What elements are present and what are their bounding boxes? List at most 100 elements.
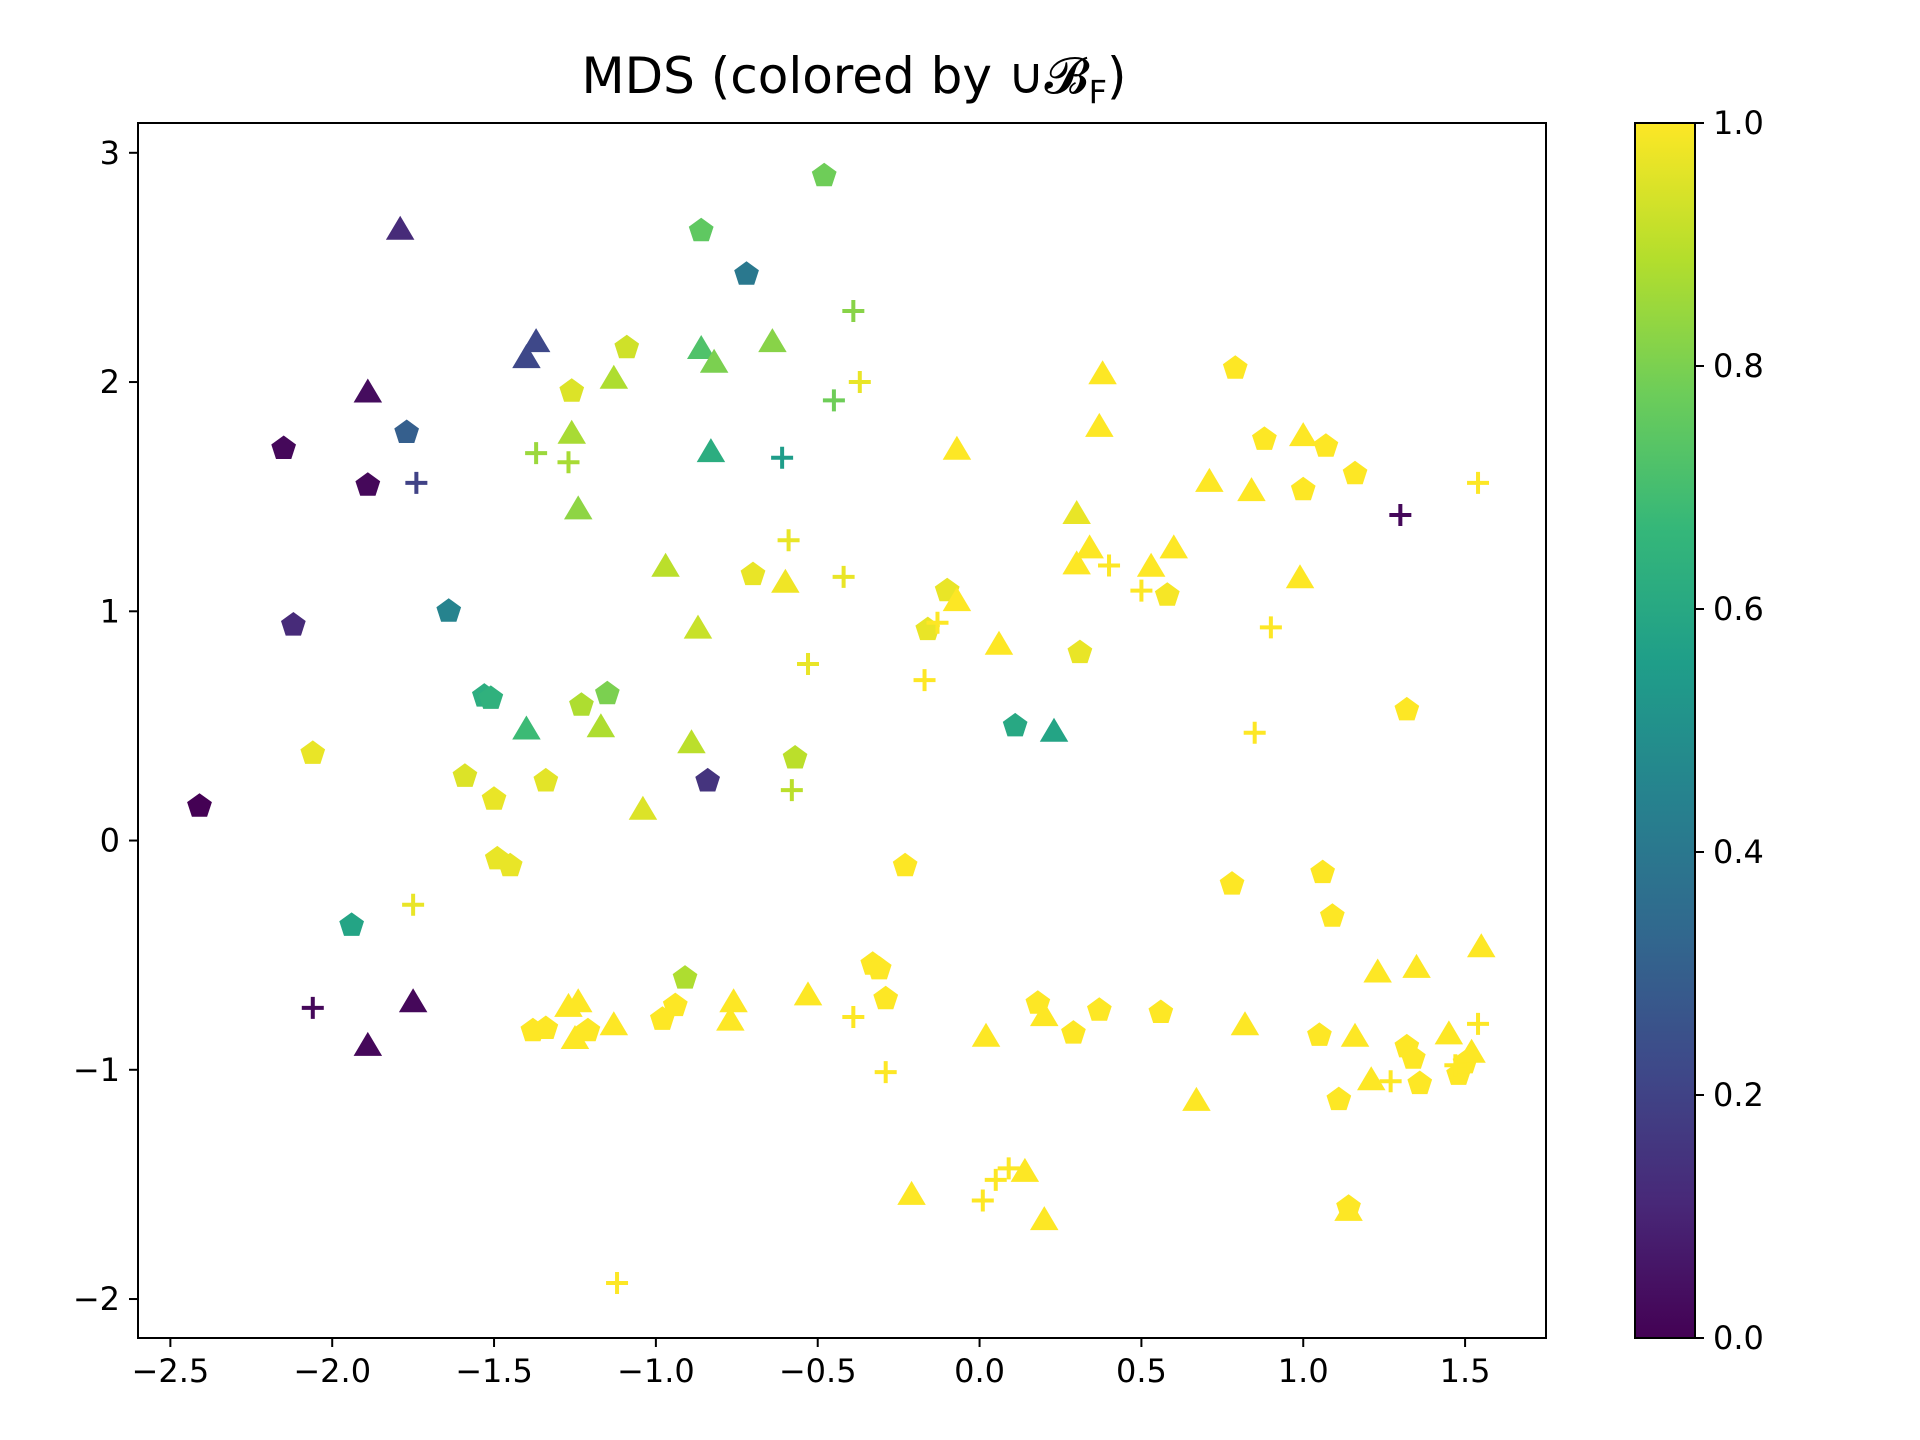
x-tick-label: −2.0 xyxy=(293,1352,371,1390)
plus-marker xyxy=(1467,471,1490,494)
pentagon-marker xyxy=(672,965,698,989)
triangle-marker xyxy=(560,1025,590,1049)
pentagon-marker xyxy=(569,692,594,716)
pentagon-marker xyxy=(1002,712,1028,737)
plus-marker xyxy=(822,389,845,412)
chart-title-subscript: F xyxy=(1089,73,1107,111)
pentagon-marker xyxy=(1307,1022,1332,1046)
pentagon-marker xyxy=(452,763,478,787)
pentagon-marker xyxy=(533,767,559,792)
plus-marker xyxy=(1389,504,1412,527)
pentagon-marker xyxy=(688,217,714,242)
triangle-marker xyxy=(651,552,680,577)
points-layer xyxy=(187,162,1496,1294)
triangle-marker xyxy=(942,435,972,460)
triangle-marker xyxy=(353,1031,383,1056)
plot-frame xyxy=(137,122,1547,1339)
pentagon-marker xyxy=(436,598,462,622)
plus-marker xyxy=(848,371,871,394)
pentagon-marker xyxy=(650,1006,675,1030)
triangle-marker xyxy=(385,215,415,240)
pentagon-marker xyxy=(1252,426,1277,450)
chart-title: MDS (colored by ∪𝓑F) xyxy=(581,47,1126,111)
pentagon-marker xyxy=(559,378,585,402)
triangle-marker xyxy=(793,981,823,1006)
plus-marker xyxy=(1259,616,1282,639)
triangle-marker xyxy=(719,988,748,1013)
y-tick-label: 3 xyxy=(100,134,120,172)
triangle-marker xyxy=(599,1011,629,1036)
pentagon-marker xyxy=(1087,997,1112,1021)
plus-marker xyxy=(405,471,428,494)
pentagon-marker xyxy=(892,852,918,877)
triangle-marker xyxy=(716,1006,745,1031)
colorbar: 0.0 0.2 0.4 0.6 0.8 1.0 xyxy=(1634,104,1764,1357)
pentagon-marker xyxy=(1222,355,1248,379)
colorbar-frame xyxy=(1634,122,1696,1339)
plus-marker xyxy=(913,669,936,692)
pentagon-marker xyxy=(782,745,808,769)
pentagon-marker xyxy=(1219,871,1245,895)
triangle-marker xyxy=(683,614,713,639)
y-axis: −2 −1 0 1 2 3 xyxy=(73,134,138,1318)
triangle-marker xyxy=(984,630,1014,655)
pentagon-marker xyxy=(614,334,640,359)
triangle-marker xyxy=(512,344,541,369)
plus-marker xyxy=(525,442,548,465)
pentagon-marker xyxy=(520,1017,546,1042)
pentagon-marker xyxy=(481,786,507,810)
plus-marker xyxy=(1444,1054,1467,1077)
triangle-marker xyxy=(512,715,541,740)
plus-marker xyxy=(780,779,803,802)
colorbar-tick-label: 0.8 xyxy=(1713,347,1764,385)
colorbar-tick-label: 0.4 xyxy=(1713,833,1764,871)
pentagon-marker xyxy=(1154,582,1180,606)
colorbar-tick-label: 1.0 xyxy=(1713,104,1764,142)
x-tick-label: 0.5 xyxy=(1116,1352,1167,1390)
triangle-marker xyxy=(1182,1086,1211,1111)
triangle-marker xyxy=(942,587,972,612)
plus-marker xyxy=(842,1006,865,1029)
pentagon-marker xyxy=(394,419,419,443)
triangle-marker xyxy=(1230,1011,1260,1036)
x-tick-label: 1.0 xyxy=(1278,1352,1329,1390)
x-axis: −2.5 −2.0 −1.5 −1.0 −0.5 0.0 0.5 1.0 1.5 xyxy=(132,1338,1491,1390)
triangle-marker xyxy=(1030,1002,1059,1027)
triangle-marker xyxy=(521,328,551,353)
plus-marker xyxy=(606,1271,629,1294)
pentagon-marker xyxy=(1067,639,1093,664)
plus-marker xyxy=(557,451,580,474)
triangle-marker xyxy=(1159,534,1188,559)
pentagon-marker xyxy=(1407,1070,1433,1095)
triangle-marker xyxy=(1434,1020,1464,1045)
triangle-marker xyxy=(699,348,729,373)
triangle-marker xyxy=(677,729,706,754)
triangle-marker xyxy=(564,495,593,520)
plus-marker xyxy=(1379,1070,1402,1093)
triangle-marker xyxy=(771,568,800,593)
triangle-marker xyxy=(1088,360,1117,385)
pentagon-marker xyxy=(187,793,212,817)
triangle-marker xyxy=(1136,552,1166,577)
triangle-marker xyxy=(398,988,428,1013)
plus-marker xyxy=(1243,721,1266,744)
pentagon-marker xyxy=(1326,1086,1352,1111)
pentagon-marker xyxy=(497,852,523,877)
triangle-marker xyxy=(1039,717,1069,742)
pentagon-marker xyxy=(811,162,837,187)
pentagon-marker xyxy=(595,680,620,705)
pentagon-marker xyxy=(695,767,720,792)
x-tick-label: 0.0 xyxy=(954,1352,1005,1390)
y-tick-label: −1 xyxy=(73,1051,120,1089)
triangle-marker xyxy=(897,1180,926,1205)
y-tick-label: 1 xyxy=(100,592,120,630)
triangle-marker xyxy=(1402,953,1431,978)
plus-marker xyxy=(1130,579,1153,602)
colorbar-tick-label: 0.6 xyxy=(1713,590,1764,628)
triangle-marker xyxy=(1030,1206,1059,1231)
plus-marker xyxy=(771,446,794,469)
triangle-marker xyxy=(353,378,383,403)
triangle-marker xyxy=(1075,534,1104,559)
plus-marker xyxy=(926,611,949,634)
